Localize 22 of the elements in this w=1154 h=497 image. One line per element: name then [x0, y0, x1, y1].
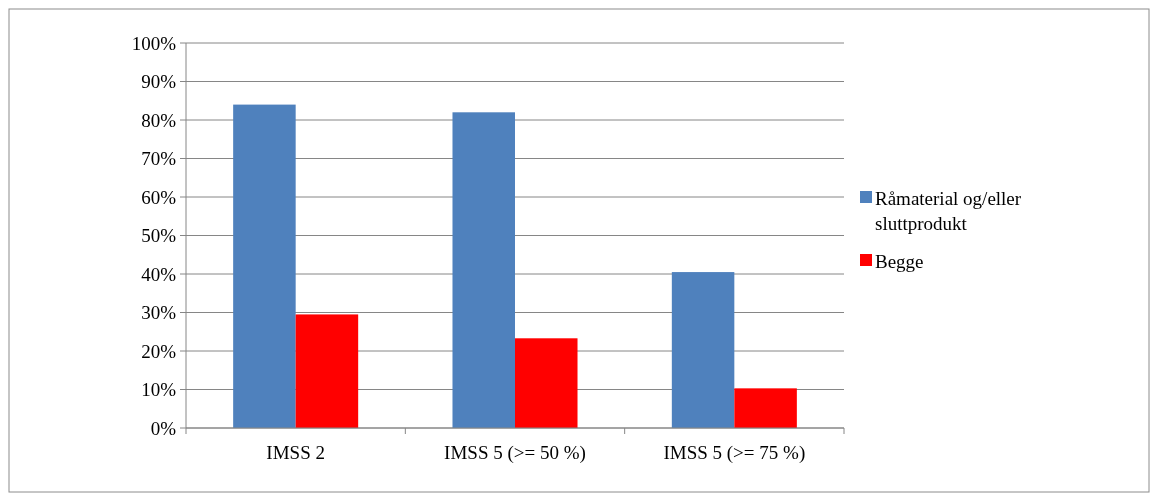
y-tick-label: 20%: [141, 340, 177, 362]
x-tick-label: IMSS 2: [266, 442, 325, 463]
y-tick-label: 50%: [141, 225, 177, 247]
bar: [515, 338, 578, 428]
y-tick-label: 60%: [141, 186, 177, 208]
legend-label: Begge: [875, 250, 924, 272]
bar: [671, 272, 735, 428]
legend-label: Råmaterial og/eller sluttprodukt: [875, 187, 1022, 234]
bar: [295, 314, 359, 428]
y-tick-label: 80%: [141, 109, 177, 131]
y-tick-label: 0%: [150, 417, 177, 439]
y-tick-label: 40%: [141, 263, 177, 285]
bar: [452, 112, 515, 428]
y-tick-label: 70%: [141, 148, 177, 170]
y-tick-label: 100%: [131, 32, 177, 54]
y-tick-label: 90%: [141, 71, 177, 93]
x-tick-label: IMSS 5 (>= 75 %): [663, 442, 806, 464]
bar: [734, 388, 797, 428]
y-tick-label: 30%: [141, 302, 177, 324]
y-tick-label: 10%: [141, 379, 177, 401]
bar: [233, 104, 296, 428]
x-tick-label: IMSS 5 (>= 50 %): [444, 442, 586, 464]
